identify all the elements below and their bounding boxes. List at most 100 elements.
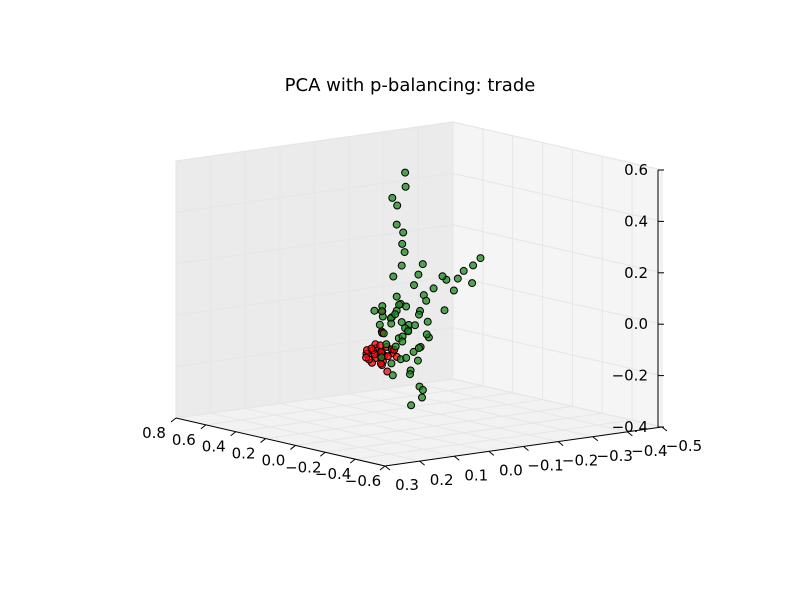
scatter-point [449, 286, 458, 295]
x-tick-mark [170, 417, 177, 423]
scatter-point [398, 239, 407, 248]
y-tick-mark [592, 436, 599, 442]
x-tick-mark [379, 465, 386, 471]
x-tick-label: 0.4 [202, 438, 226, 456]
scatter-point [414, 344, 423, 352]
x-tick-label: −0.6 [345, 472, 381, 490]
scatter-point [453, 274, 462, 283]
y-tick-label: 0.3 [395, 476, 419, 494]
scatter-point [407, 401, 416, 410]
x-tick-mark [200, 424, 207, 430]
y-tick-label: 0.1 [464, 466, 488, 484]
scatter-point [370, 306, 379, 315]
x-tick-label: 0.0 [261, 451, 285, 469]
z-gridline [175, 172, 663, 222]
y-tick-mark [419, 460, 425, 466]
x-tick-label: −0.2 [285, 458, 321, 476]
x-tick-label: 0.8 [142, 424, 166, 442]
scatter-point [395, 300, 404, 309]
z-tick-label: 0.4 [624, 212, 648, 230]
y-tick-mark [453, 455, 460, 461]
scatter-point [377, 307, 386, 316]
data-points [362, 168, 485, 410]
z-tick-label: 0.6 [624, 161, 648, 179]
tick-labels: −0.6−0.4−0.20.00.20.40.60.80.3 0.2 0.1 0.0−… [142, 161, 702, 494]
scatter-point [409, 347, 418, 356]
y-tick-label: −0.2 [562, 452, 598, 470]
scatter-point [387, 359, 396, 368]
z-tick-label: 0.0 [624, 315, 648, 333]
scatter-point [438, 272, 447, 281]
scatter-point [375, 320, 384, 329]
y-tick-mark [384, 465, 391, 471]
y-tick-label: −0.3 [597, 447, 633, 465]
scatter-point [382, 340, 391, 349]
scatter-point [367, 344, 376, 353]
z-gridline [175, 327, 663, 377]
scatter-point [410, 281, 418, 290]
z-tick-label: −0.4 [612, 418, 648, 436]
scatter-point [388, 193, 397, 202]
scatter-point [406, 370, 414, 379]
y-tick-label: −0.5 [666, 437, 702, 455]
x-tick-mark [319, 451, 326, 457]
scatter-point [418, 260, 427, 269]
scatter-point [398, 337, 407, 346]
x-tick-mark [349, 458, 356, 464]
y-tick-mark [627, 431, 633, 437]
axis-lines [170, 169, 668, 471]
scatter-point [411, 321, 419, 330]
chart-title: PCA with p-balancing: trade [285, 75, 536, 96]
y-tick-label: −0.1 [527, 457, 563, 475]
x-tick-label: 0.2 [232, 445, 256, 463]
scatter-point [379, 329, 388, 338]
y-tick-label: 0.0 [499, 461, 523, 479]
z-gridline [175, 275, 663, 325]
z-tick-label: 0.2 [624, 264, 648, 282]
x-tick-label: −0.4 [315, 465, 351, 483]
scatter-point [397, 261, 406, 270]
scatter-point [423, 317, 432, 326]
y-tick-label: 0.2 [430, 471, 454, 489]
scatter-point [383, 352, 392, 361]
scatter-point [397, 318, 406, 327]
x-tick-label: 0.6 [172, 431, 196, 449]
y-tick-mark [557, 441, 564, 447]
scatter-point [391, 342, 400, 351]
axis-panes [175, 121, 663, 467]
x-tick-mark [230, 431, 237, 437]
scatter-point [389, 272, 398, 281]
y-tick-mark [661, 426, 668, 432]
scatter-point [399, 228, 408, 237]
z-gridline [175, 378, 663, 428]
y-tick-mark [488, 450, 495, 456]
scatter-point [391, 310, 400, 319]
scatter-point [422, 330, 431, 339]
scatter-point [418, 393, 426, 402]
scatter-point [413, 356, 422, 365]
scatter-point [459, 266, 468, 275]
x-tick-mark [260, 438, 266, 443]
scatter-point [404, 327, 413, 336]
scatter-point [429, 284, 438, 293]
scatter-point [393, 201, 402, 210]
scatter-point [469, 261, 478, 270]
scatter-point [418, 386, 427, 394]
z-gridline [175, 224, 663, 274]
scatter-point [392, 220, 401, 229]
z-gridline [175, 121, 663, 171]
scatter-point [388, 371, 397, 380]
x-tick-mark [290, 445, 296, 450]
x-axis-line [175, 417, 386, 467]
scatter-point [414, 270, 423, 279]
scatter-point [402, 302, 411, 311]
y-tick-label: −0.4 [631, 442, 667, 460]
scatter-point [383, 367, 392, 376]
scatter-point [401, 182, 410, 191]
scatter-point [401, 168, 410, 177]
scatter-point [400, 248, 409, 257]
scatter-point [476, 254, 485, 263]
scatter-point [387, 319, 396, 328]
scatter-point [468, 279, 477, 288]
